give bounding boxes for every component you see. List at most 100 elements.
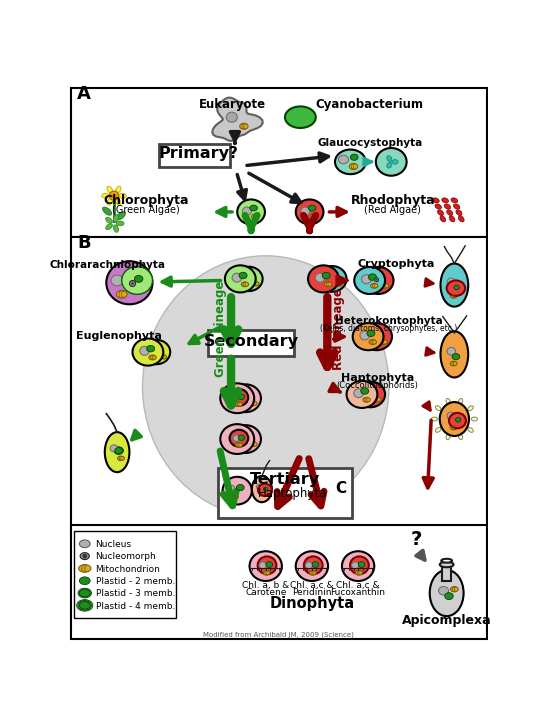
- Ellipse shape: [387, 156, 392, 161]
- Ellipse shape: [375, 330, 383, 336]
- Text: Chl. a,c &: Chl. a,c &: [290, 582, 333, 590]
- Ellipse shape: [106, 261, 152, 305]
- Ellipse shape: [78, 564, 91, 572]
- Ellipse shape: [241, 282, 249, 287]
- Ellipse shape: [342, 552, 374, 581]
- Ellipse shape: [252, 476, 272, 503]
- Ellipse shape: [244, 391, 252, 397]
- Ellipse shape: [441, 264, 468, 307]
- Ellipse shape: [115, 186, 121, 193]
- Text: Apicomplexa: Apicomplexa: [402, 614, 491, 627]
- Ellipse shape: [250, 552, 282, 581]
- Ellipse shape: [102, 194, 109, 198]
- Ellipse shape: [238, 394, 245, 400]
- Ellipse shape: [446, 398, 450, 405]
- Ellipse shape: [380, 340, 387, 344]
- Ellipse shape: [103, 207, 112, 215]
- Ellipse shape: [450, 361, 457, 366]
- Ellipse shape: [230, 389, 248, 406]
- Ellipse shape: [449, 413, 466, 428]
- Circle shape: [109, 191, 119, 200]
- Text: Cyanobacterium: Cyanobacterium: [316, 98, 424, 111]
- Ellipse shape: [116, 221, 124, 226]
- Ellipse shape: [317, 266, 347, 292]
- Ellipse shape: [122, 266, 152, 294]
- Ellipse shape: [245, 274, 254, 282]
- Ellipse shape: [237, 485, 244, 490]
- Ellipse shape: [335, 150, 366, 174]
- Ellipse shape: [258, 484, 272, 496]
- Circle shape: [129, 280, 135, 287]
- Ellipse shape: [250, 205, 257, 211]
- Ellipse shape: [305, 562, 313, 569]
- Ellipse shape: [143, 340, 170, 364]
- Ellipse shape: [459, 216, 464, 222]
- Ellipse shape: [354, 389, 363, 397]
- Text: (Coccolithophorids): (Coccolithophorids): [336, 381, 418, 390]
- Text: Modified from Archibald JM, 2009 (Science): Modified from Archibald JM, 2009 (Scienc…: [203, 632, 354, 639]
- Text: Euglenophyta: Euglenophyta: [77, 331, 162, 341]
- Ellipse shape: [312, 562, 319, 567]
- Ellipse shape: [79, 577, 90, 585]
- Ellipse shape: [444, 204, 450, 210]
- Ellipse shape: [114, 225, 119, 233]
- Circle shape: [83, 554, 87, 559]
- Circle shape: [131, 282, 134, 284]
- Ellipse shape: [331, 273, 338, 279]
- Ellipse shape: [361, 323, 392, 350]
- FancyBboxPatch shape: [208, 330, 294, 356]
- Ellipse shape: [454, 285, 459, 289]
- Ellipse shape: [119, 194, 126, 198]
- Ellipse shape: [431, 417, 437, 421]
- Ellipse shape: [296, 199, 324, 225]
- Ellipse shape: [80, 553, 89, 559]
- Ellipse shape: [235, 266, 263, 291]
- Text: Chl. a,c &: Chl. a,c &: [336, 582, 380, 590]
- Ellipse shape: [440, 216, 446, 222]
- Ellipse shape: [231, 384, 261, 412]
- Ellipse shape: [456, 210, 462, 215]
- Ellipse shape: [450, 587, 458, 592]
- Ellipse shape: [115, 198, 121, 205]
- Text: (Green Algae): (Green Algae): [113, 204, 180, 215]
- Ellipse shape: [78, 588, 91, 598]
- Ellipse shape: [435, 204, 441, 210]
- Text: Nucleomorph: Nucleomorph: [96, 552, 156, 562]
- Ellipse shape: [360, 331, 369, 340]
- Circle shape: [375, 278, 379, 282]
- Ellipse shape: [445, 593, 453, 600]
- Ellipse shape: [237, 199, 265, 225]
- FancyBboxPatch shape: [74, 531, 176, 618]
- Ellipse shape: [240, 123, 248, 130]
- Ellipse shape: [440, 562, 454, 567]
- Ellipse shape: [296, 552, 328, 581]
- Ellipse shape: [335, 282, 342, 287]
- Ellipse shape: [233, 435, 240, 441]
- Ellipse shape: [227, 485, 236, 493]
- Ellipse shape: [250, 401, 257, 406]
- Text: Haptophyta: Haptophyta: [258, 487, 327, 500]
- Ellipse shape: [231, 426, 261, 453]
- Ellipse shape: [361, 388, 369, 395]
- Ellipse shape: [446, 433, 450, 440]
- Ellipse shape: [242, 433, 251, 441]
- Ellipse shape: [358, 562, 365, 567]
- Ellipse shape: [133, 338, 163, 366]
- Ellipse shape: [450, 294, 457, 298]
- Ellipse shape: [440, 402, 469, 436]
- Ellipse shape: [106, 224, 113, 230]
- Ellipse shape: [447, 348, 455, 355]
- Ellipse shape: [450, 426, 457, 430]
- Ellipse shape: [447, 412, 455, 420]
- Ellipse shape: [143, 256, 389, 518]
- Ellipse shape: [259, 562, 267, 569]
- Ellipse shape: [374, 397, 381, 402]
- Ellipse shape: [239, 272, 247, 279]
- Ellipse shape: [442, 198, 448, 203]
- Ellipse shape: [153, 347, 162, 355]
- Ellipse shape: [377, 274, 385, 280]
- Ellipse shape: [369, 340, 376, 344]
- Ellipse shape: [322, 272, 330, 279]
- Ellipse shape: [238, 435, 245, 441]
- Text: Fucoxanthin: Fucoxanthin: [331, 588, 386, 598]
